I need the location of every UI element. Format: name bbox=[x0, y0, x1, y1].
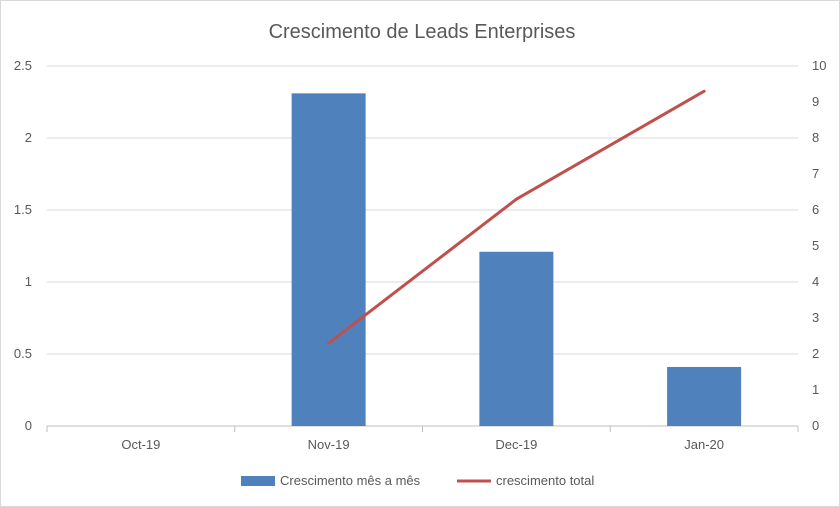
x-tick-label: Nov-19 bbox=[308, 437, 350, 452]
y-left-tick-label: 2.5 bbox=[14, 58, 32, 73]
y-left-tick-label: 0 bbox=[25, 418, 32, 433]
y-right-tick-label: 3 bbox=[812, 310, 819, 325]
y-right-tick-label: 8 bbox=[812, 130, 819, 145]
chart-title: Crescimento de Leads Enterprises bbox=[269, 21, 576, 43]
y-right-tick-label: 1 bbox=[812, 382, 819, 397]
x-tick-label: Oct-19 bbox=[121, 437, 160, 452]
y-right-tick-label: 5 bbox=[812, 238, 819, 253]
y-right-tick-label: 0 bbox=[812, 418, 819, 433]
bar bbox=[667, 366, 742, 426]
legend: Crescimento mês a mês crescimento total bbox=[241, 473, 594, 488]
bar-series bbox=[291, 93, 742, 427]
x-tick-label: Jan-20 bbox=[684, 437, 724, 452]
y-right-tick-label: 7 bbox=[812, 166, 819, 181]
y-right-tick-label: 2 bbox=[812, 346, 819, 361]
y-axis-right: 0 1 2 3 4 5 6 7 8 9 10 bbox=[812, 58, 826, 433]
y-left-tick-label: 1.5 bbox=[14, 202, 32, 217]
y-axis-left: 0 0.5 1 1.5 2 2.5 bbox=[14, 58, 32, 433]
bar bbox=[479, 251, 554, 426]
y-right-tick-label: 9 bbox=[812, 94, 819, 109]
y-left-tick-label: 2 bbox=[25, 130, 32, 145]
legend-label-line: crescimento total bbox=[496, 473, 594, 488]
y-left-tick-label: 1 bbox=[25, 274, 32, 289]
y-right-tick-label: 10 bbox=[812, 58, 826, 73]
line-series bbox=[327, 89, 706, 345]
legend-swatch-bar bbox=[241, 476, 275, 486]
legend-label-bar: Crescimento mês a mês bbox=[280, 473, 421, 488]
x-axis: Oct-19 Nov-19 Dec-19 Jan-20 bbox=[121, 437, 724, 452]
y-right-tick-label: 6 bbox=[812, 202, 819, 217]
x-tick-label: Dec-19 bbox=[495, 437, 537, 452]
bar bbox=[291, 93, 366, 427]
y-left-tick-label: 0.5 bbox=[14, 346, 32, 361]
y-right-tick-label: 4 bbox=[812, 274, 819, 289]
